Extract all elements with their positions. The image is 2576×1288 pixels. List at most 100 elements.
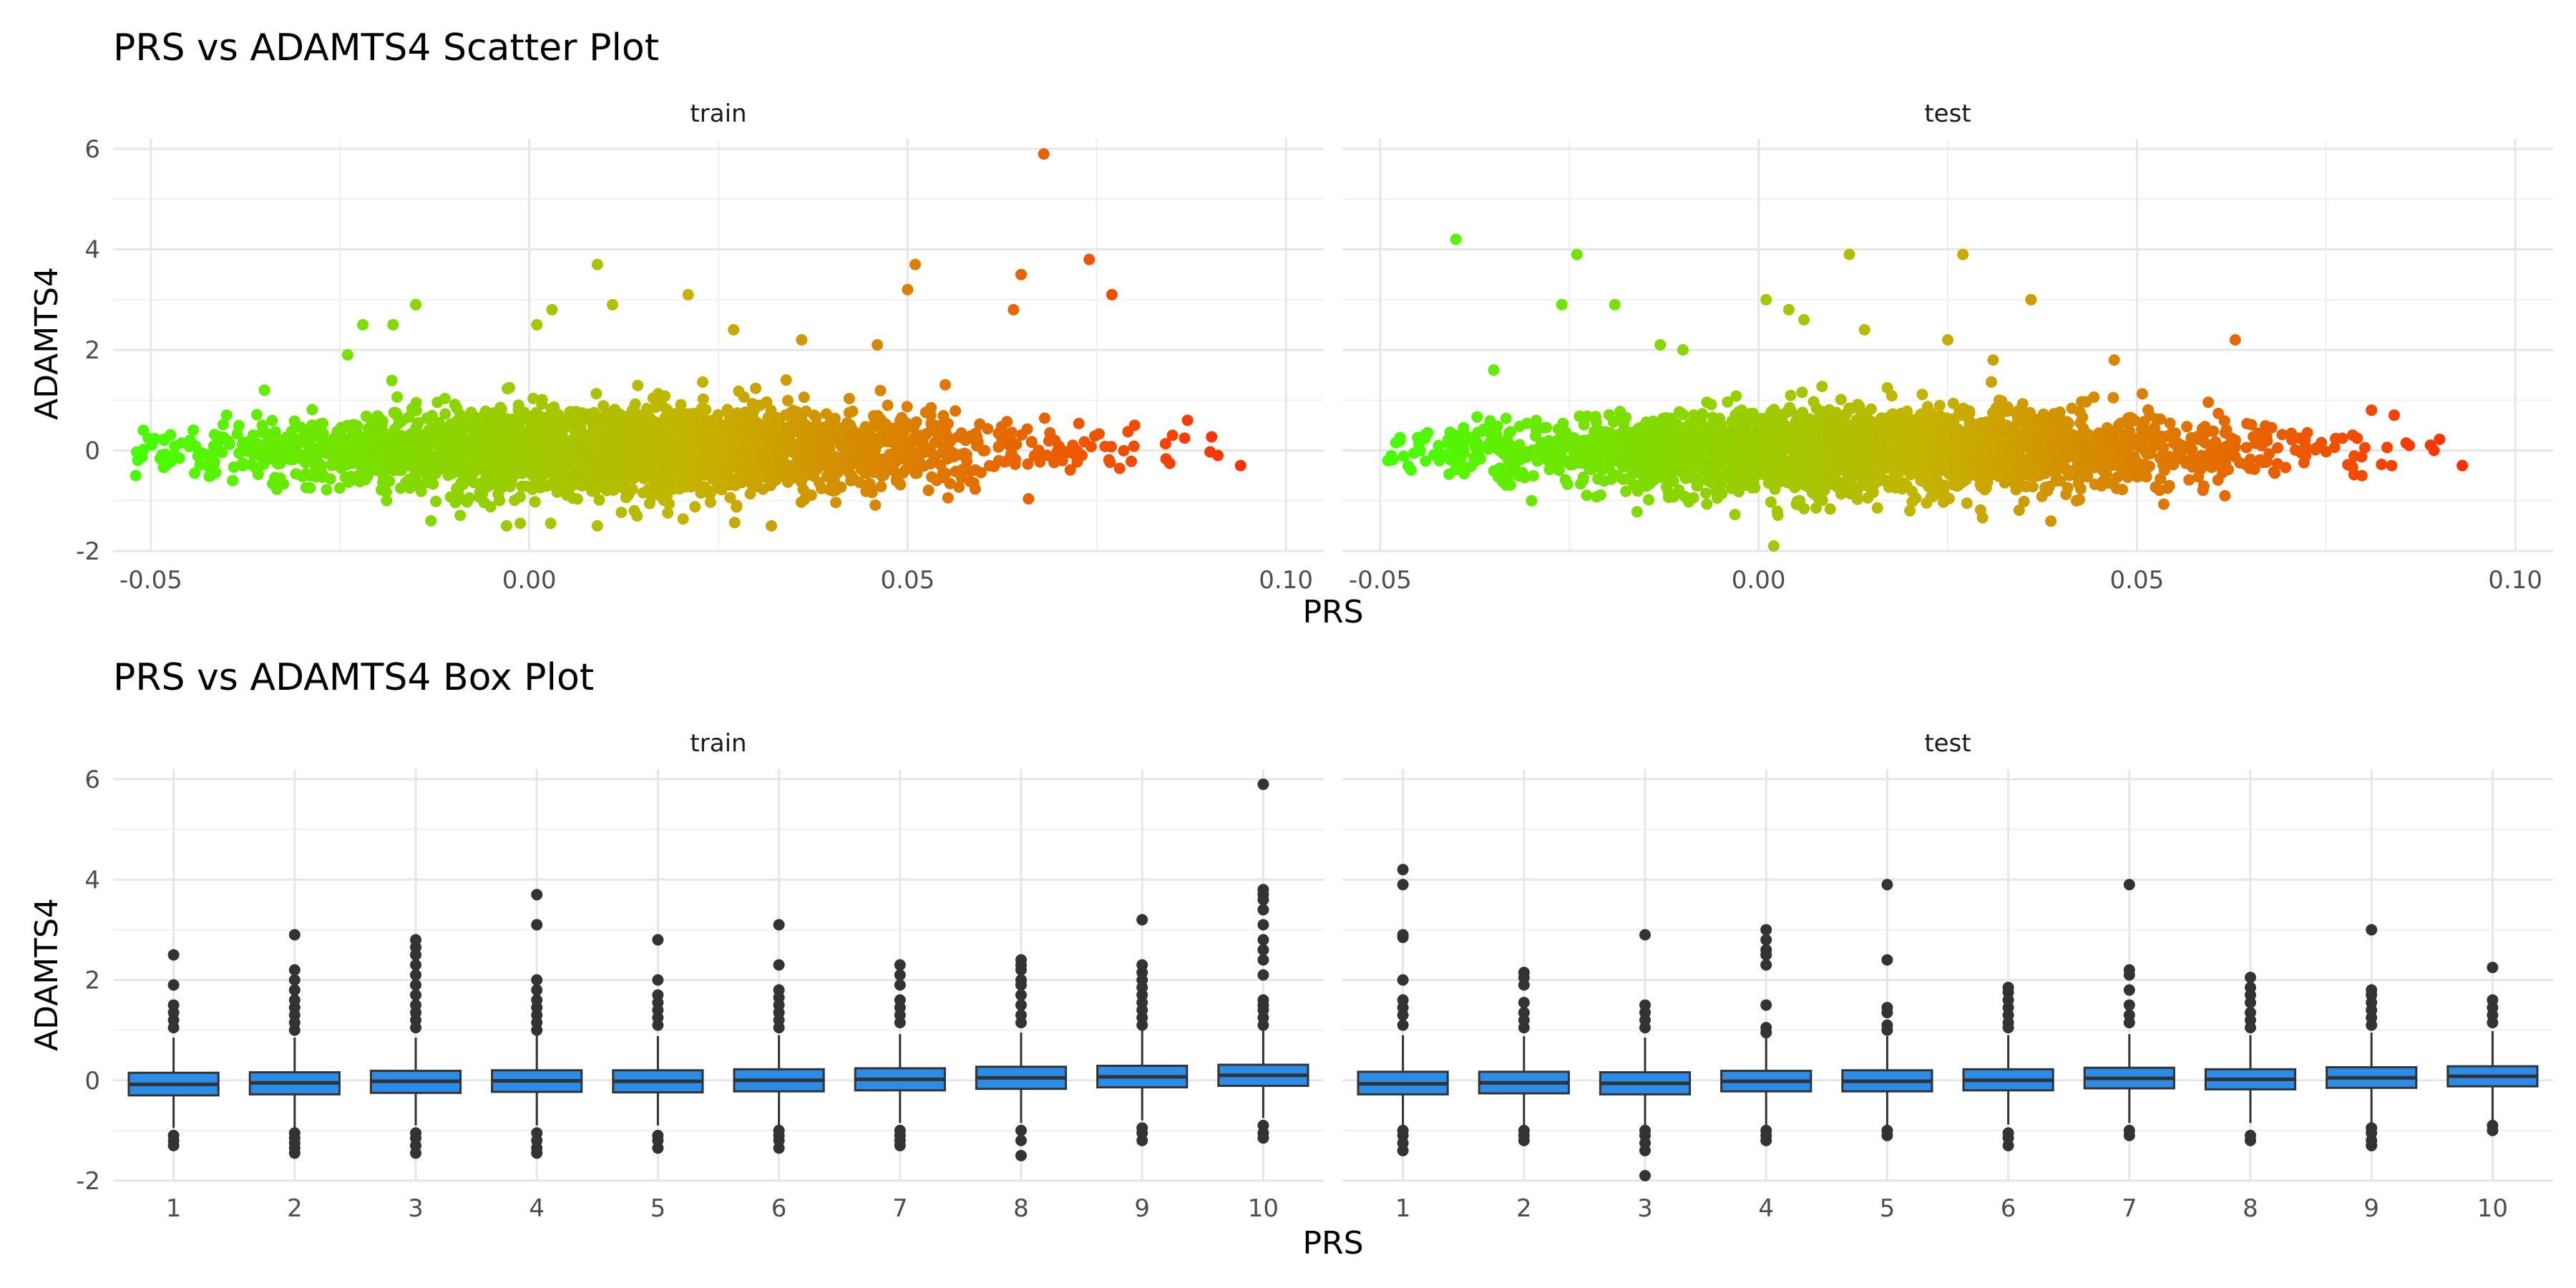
scatter-point: [2013, 504, 2025, 516]
scatter-point: [1003, 439, 1015, 451]
scatter-point: [900, 446, 912, 458]
scatter-point: [468, 462, 480, 473]
scatter-point: [216, 447, 228, 459]
scatter-point: [1884, 416, 1896, 428]
scatter-point: [306, 404, 318, 416]
scatter-point: [1596, 464, 1608, 476]
scatter-point: [690, 479, 701, 491]
scatter-point: [912, 462, 924, 474]
scatter-point: [446, 467, 458, 479]
scatter-point: [546, 303, 558, 316]
scatter-point: [718, 421, 730, 432]
scatter-point: [351, 431, 363, 443]
scatter-point: [187, 424, 200, 436]
scatter-point: [843, 393, 855, 404]
scatter-point: [381, 494, 393, 507]
scatter-point: [1118, 444, 1130, 457]
scatter-point: [1603, 409, 1615, 421]
scatter-point: [2155, 473, 2167, 485]
scatter-point: [130, 469, 142, 482]
scatter-point: [1574, 410, 1586, 422]
scatter-point: [1001, 416, 1013, 428]
scatter-point: [1620, 485, 1632, 497]
scatter-point: [913, 437, 925, 449]
scatter-point: [591, 519, 603, 532]
scatter-point: [546, 424, 558, 436]
scatter-point: [346, 453, 358, 465]
scatter-point: [632, 379, 644, 391]
scatter-point: [2376, 459, 2388, 470]
scatter-point: [517, 411, 529, 424]
scatter-point: [2045, 415, 2057, 427]
scatter-point: [445, 418, 457, 430]
scatter-point: [2018, 495, 2030, 507]
scatter-point: [535, 438, 547, 450]
scatter-point: [746, 398, 758, 410]
scatter-point: [484, 501, 497, 513]
scatter-point: [2202, 396, 2215, 409]
scatter-point: [1854, 404, 1866, 416]
scatter-point: [1025, 436, 1038, 449]
scatter-point: [404, 459, 416, 472]
scatter-point: [932, 434, 944, 447]
scatter-point: [1063, 447, 1075, 458]
scatter-point: [1106, 288, 1118, 301]
scatter-point: [310, 471, 322, 483]
scatter-point: [940, 379, 951, 391]
scatter-point: [375, 484, 387, 496]
scatter-point: [317, 427, 329, 439]
scatter-point: [218, 419, 229, 431]
scatter-point: [1722, 396, 1734, 408]
scatter-point: [922, 484, 935, 497]
scatter-point: [2163, 479, 2175, 492]
scatter-point: [649, 401, 661, 414]
scatter-point: [559, 421, 570, 434]
scatter-point: [2276, 429, 2288, 441]
scatter-point: [1390, 436, 1402, 449]
scatter-point: [811, 463, 824, 475]
scatter-point: [2034, 457, 2045, 469]
scatter-point: [2358, 441, 2371, 454]
scatter-point: [1538, 443, 1551, 454]
scatter-point: [2039, 467, 2051, 479]
scatter-point: [585, 415, 597, 427]
scatter-point: [615, 426, 628, 439]
scatter-point: [1527, 470, 1539, 482]
scatter-point: [688, 447, 701, 459]
scatter-point: [2186, 444, 2198, 456]
scatter-point: [1921, 497, 1933, 509]
scatter-point: [746, 456, 758, 468]
scatter-point: [766, 519, 777, 532]
scatter-point: [516, 480, 528, 492]
scatter-point: [274, 472, 286, 484]
scatter-point: [536, 425, 548, 437]
scatter-point: [505, 477, 517, 489]
scatter-point: [2136, 388, 2148, 400]
scatter-point: [571, 493, 583, 505]
scatter-point: [208, 429, 220, 441]
scatter-point: [716, 472, 728, 484]
scatter-point: [266, 414, 278, 426]
scatter-point: [2024, 469, 2036, 482]
scatter-point: [615, 507, 628, 518]
scatter-point: [2216, 445, 2228, 457]
scatter-point: [859, 421, 872, 433]
scatter-point: [582, 468, 594, 480]
scatter-point: [463, 422, 475, 434]
scatter-point: [1647, 415, 1659, 427]
scatter-point: [430, 495, 442, 507]
scatter-point: [1887, 450, 1899, 462]
scatter-point: [321, 484, 333, 496]
scatter-point: [1669, 419, 1681, 431]
scatter-point: [316, 459, 328, 472]
scatter-point: [258, 384, 270, 396]
scatter-point: [228, 461, 240, 473]
scatter-point: [602, 470, 615, 482]
scatter-point: [1943, 492, 1955, 504]
scatter-point: [1863, 481, 1875, 493]
scatter-point: [871, 435, 883, 447]
scatter-point: [1933, 399, 1946, 411]
scatter-point: [1810, 502, 1822, 514]
scatter-point: [2244, 453, 2256, 465]
